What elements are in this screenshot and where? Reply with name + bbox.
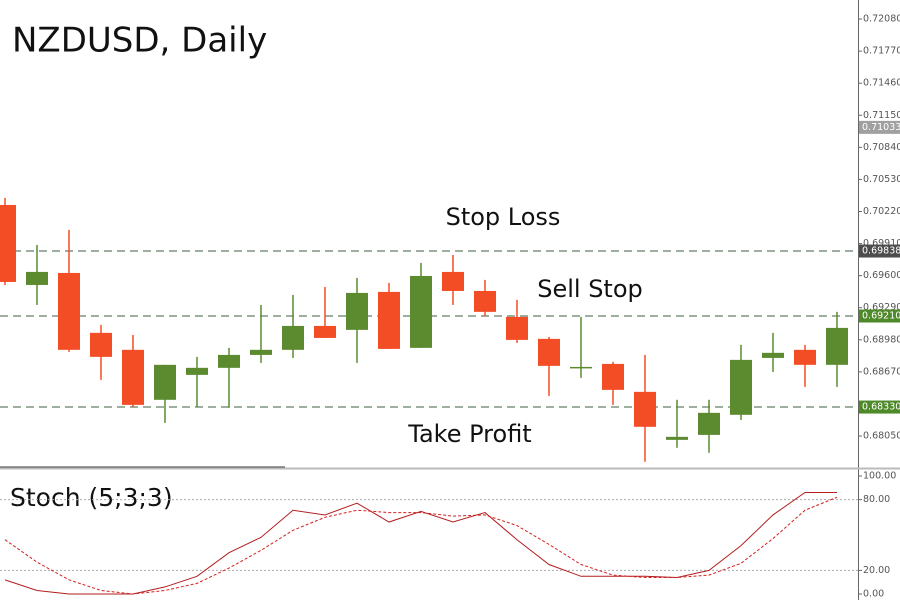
candle-body (58, 272, 80, 350)
indicator-title: Stoch (5;3;3) (10, 483, 173, 512)
stoch-line (4, 492, 837, 595)
candle-body (218, 354, 240, 368)
candle-body (474, 290, 496, 312)
candle-body (410, 275, 432, 348)
stoch-line (4, 496, 838, 595)
candle-body (154, 364, 176, 400)
level-label-box (859, 244, 900, 258)
candle-body (506, 316, 528, 340)
y-tick-label: 80.00 (863, 494, 890, 505)
candle-body (698, 412, 720, 435)
candle-body (122, 349, 144, 405)
y-tick-label: 0.68980 (863, 334, 900, 345)
candle-body (0, 204, 16, 282)
y-tick-label: 0.70840 (863, 142, 900, 153)
level-label: 0.69210 (862, 311, 900, 322)
candle-body (762, 352, 784, 358)
y-tick-label: 0.72080 (863, 14, 900, 25)
level-label: 0.69838 (862, 246, 900, 257)
candle-body (634, 391, 656, 427)
y-tick-label: 0.69290 (863, 302, 900, 313)
level-label-box (859, 309, 900, 323)
y-tick-label: 0.71460 (863, 78, 900, 89)
chart-title: NZDUSD, Daily (12, 21, 267, 61)
y-tick-label: 0.71770 (863, 46, 900, 57)
candle-body (186, 367, 208, 375)
y-tick-label: 0.70220 (863, 206, 900, 217)
y-tick-label: 0.68050 (863, 431, 900, 442)
candle-body (826, 327, 848, 365)
y-tick-label: 100.00 (863, 471, 896, 482)
candle-body (602, 363, 624, 390)
candle-body (666, 436, 688, 440)
candle-body (570, 366, 592, 369)
y-tick-label: 0.00 (863, 589, 884, 600)
candle-body (250, 349, 272, 355)
level-annotation: Stop Loss (446, 203, 561, 231)
y-tick-label: 0.71150 (863, 110, 900, 121)
candle-body (378, 291, 400, 349)
candle-body (282, 325, 304, 350)
price-marker-box (859, 120, 900, 134)
y-tick-label: 0.69910 (863, 238, 900, 249)
level-annotation: Sell Stop (537, 275, 643, 303)
candle-body (794, 349, 816, 365)
candle-body (442, 271, 464, 291)
candle-body (314, 325, 336, 338)
y-tick-label: 0.70530 (863, 174, 900, 185)
candle-body (538, 338, 560, 366)
price-marker-label: 0.71033 (862, 122, 900, 133)
level-label-box (859, 400, 900, 414)
candle-body (90, 332, 112, 357)
level-annotation: Take Profit (407, 420, 531, 448)
candle-body (346, 292, 368, 330)
y-tick-label: 20.00 (863, 565, 890, 576)
y-tick-label: 0.69600 (863, 270, 900, 281)
candle-body (730, 359, 752, 415)
level-label: 0.68330 (862, 402, 900, 413)
candle-body (26, 271, 48, 285)
y-tick-label: 0.68670 (863, 366, 900, 377)
